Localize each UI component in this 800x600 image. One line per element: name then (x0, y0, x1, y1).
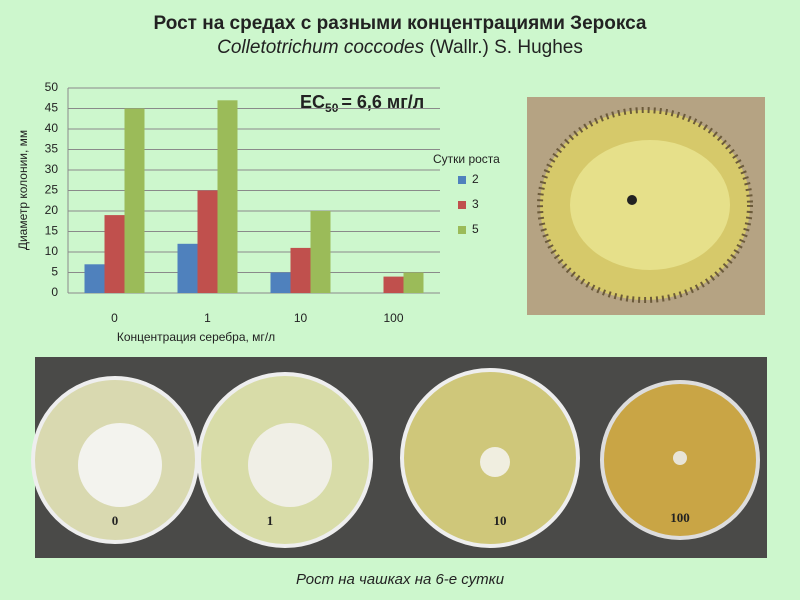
y-tick-label: 35 (45, 142, 59, 156)
bar (290, 247, 311, 293)
ec50-annotation: EC50 = 6,6 мг/л (300, 92, 424, 115)
legend-swatch (458, 176, 466, 184)
bar (383, 276, 404, 293)
slide-title: Рост на средах с разными концентрациями … (154, 13, 647, 34)
legend-label: 5 (472, 222, 479, 236)
bar (84, 264, 105, 293)
ec: EC (300, 92, 325, 112)
bar (124, 108, 145, 293)
y-tick-label: 0 (51, 285, 58, 299)
ec-value: = 6,6 мг/л (341, 92, 424, 112)
x-tick-label: 0 (111, 311, 118, 325)
plate-colony (78, 423, 162, 507)
slide-subtitle: Colletotrichum coccodes (Wallr.) S. Hugh… (217, 37, 583, 58)
y-tick-label: 30 (45, 162, 59, 176)
colony-center (570, 140, 730, 270)
legend-title: Сутки роста (433, 152, 500, 166)
plate-label: 1 (267, 513, 274, 528)
bar (177, 243, 198, 293)
bar (217, 100, 238, 293)
plate-colony (480, 447, 510, 477)
authority: (Wallr.) S. Hughes (429, 37, 582, 58)
species: Colletotrichum coccodes (217, 37, 424, 58)
bar (197, 190, 218, 293)
plate-colony (673, 451, 687, 465)
y-tick-label: 15 (45, 224, 59, 238)
y-tick-label: 50 (45, 80, 59, 94)
y-tick-label: 25 (45, 183, 59, 197)
plate-label: 0 (112, 513, 119, 528)
bar (403, 272, 424, 293)
x-tick-label: 1 (204, 311, 211, 325)
x-tick-label: 100 (383, 311, 403, 325)
x-tick-label: 10 (294, 311, 308, 325)
y-tick-label: 45 (45, 101, 59, 115)
bar (270, 272, 291, 293)
plate-label: 10 (494, 513, 507, 528)
legend-swatch (458, 201, 466, 209)
bar (310, 211, 331, 293)
caption: Рост на чашках на 6-е сутки (296, 571, 505, 588)
legend-swatch (458, 226, 466, 234)
y-axis-label: Диаметр колонии, мм (16, 130, 30, 250)
legend-label: 2 (472, 172, 479, 186)
bar (104, 215, 125, 293)
y-tick-label: 40 (45, 121, 59, 135)
legend-label: 3 (472, 197, 479, 211)
colony-dot (627, 195, 637, 205)
y-tick-label: 5 (51, 265, 58, 279)
x-axis-label: Концентрация серебра, мг/л (117, 330, 275, 344)
plate-colony (248, 423, 332, 507)
y-tick-label: 20 (45, 203, 59, 217)
y-tick-label: 10 (45, 244, 59, 258)
plate-label: 100 (670, 510, 690, 525)
